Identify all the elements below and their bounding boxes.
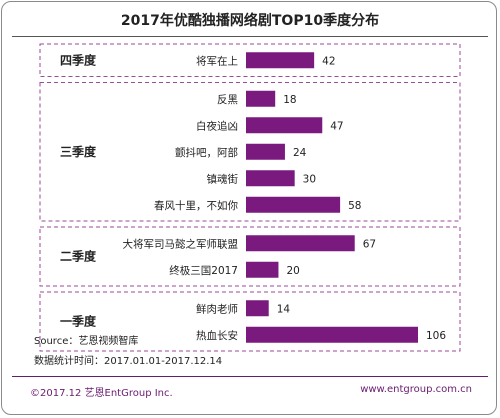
website-text: www.entgroup.com.cn xyxy=(360,384,472,395)
category-label: 终极三国2017 xyxy=(169,264,238,277)
data-label: 20 xyxy=(286,265,299,277)
category-label: 镇魂街 xyxy=(207,172,239,185)
quarter-group-box xyxy=(39,291,461,352)
bar xyxy=(246,117,323,134)
bar xyxy=(246,143,285,160)
data-label: 24 xyxy=(293,147,307,159)
source-note: Source：艺恩视频智库 xyxy=(34,336,139,347)
footer-divider xyxy=(12,376,488,377)
bar xyxy=(246,300,269,317)
data-label: 30 xyxy=(303,173,316,185)
data-label: 106 xyxy=(426,330,446,342)
quarter-group-box xyxy=(39,82,461,222)
quarter-group-label: 二季度 xyxy=(60,249,97,264)
data-label: 18 xyxy=(283,94,296,106)
category-label: 颤抖吧，阿部 xyxy=(175,146,238,159)
category-label: 将军在上 xyxy=(196,55,238,67)
chart-title: 2017年优酷独播网络剧TOP10季度分布 xyxy=(120,13,380,29)
category-label: 反黑 xyxy=(217,94,238,106)
category-label: 热血长安 xyxy=(196,329,238,342)
bar xyxy=(246,326,418,343)
data-label: 67 xyxy=(363,238,376,250)
data-label: 14 xyxy=(277,303,291,315)
bar xyxy=(246,52,315,69)
stat-period-note: 数据统计时间：2017.01.01-2017.12.14 xyxy=(34,356,223,367)
data-label: 47 xyxy=(330,120,343,132)
quarter-group-label: 四季度 xyxy=(60,52,97,67)
category-label: 春风十里，不如你 xyxy=(154,199,238,212)
quarter-group-box xyxy=(39,43,461,77)
data-label: 58 xyxy=(348,200,361,212)
bar xyxy=(246,170,295,187)
bar xyxy=(246,261,279,278)
quarter-group-label: 一季度 xyxy=(60,314,97,329)
copyright-text: ©2017.12 艺恩EntGroup Inc. xyxy=(30,388,173,399)
bar xyxy=(246,196,341,213)
title-divider xyxy=(12,36,488,37)
quarter-group-label: 三季度 xyxy=(60,144,97,159)
bar xyxy=(246,235,355,252)
category-label: 鲜肉老师 xyxy=(196,302,238,315)
data-label: 42 xyxy=(322,55,335,67)
bar xyxy=(246,90,276,107)
category-label: 白夜追凶 xyxy=(196,119,238,132)
quarter-group-box xyxy=(39,226,461,287)
category-label: 大将军司马懿之军师联盟 xyxy=(123,237,239,250)
